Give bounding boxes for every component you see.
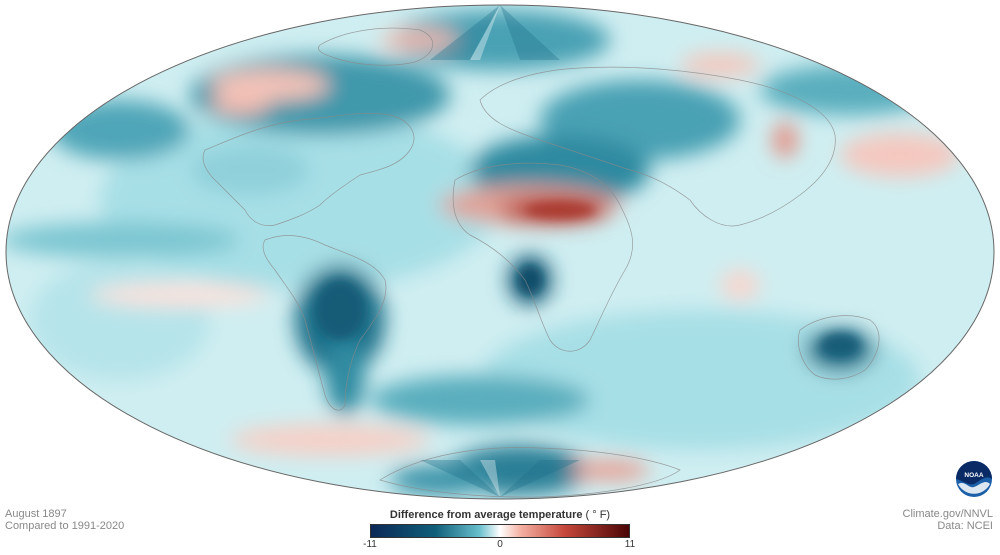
legend-max-label: 11 (624, 539, 636, 550)
legend-title-row: Difference from average temperature ( ° … (370, 509, 630, 521)
africa-outline (452, 162, 633, 352)
noaa-logo-icon: NOAA (956, 461, 992, 497)
world-map-svg (5, 4, 995, 500)
globe-border (5, 4, 995, 500)
anomaly-field (6, 5, 994, 499)
eurasia-outline (479, 66, 836, 227)
australia-outline (798, 315, 880, 380)
legend-title: Difference from average temperature (389, 509, 583, 521)
legend-color-bar (370, 524, 630, 538)
north-america-outline (202, 113, 415, 226)
legend-min-label: -11 (363, 539, 377, 550)
greenland-outline (318, 27, 433, 66)
south-america-outline (262, 235, 387, 411)
legend-mid-label: 0 (497, 539, 503, 550)
antarctica-outline (379, 447, 681, 498)
map-date: August 1897 (5, 508, 67, 520)
temperature-anomaly-map (5, 4, 995, 500)
credit-source: Climate.gov/NNVL (902, 508, 993, 520)
color-legend: Difference from average temperature ( ° … (363, 509, 635, 551)
polar-streaks (420, 5, 580, 497)
legend-ticks: -11 0 11 (363, 539, 635, 551)
legend-unit: ( ° F) (585, 509, 611, 521)
credit-caption: Climate.gov/NNVL Data: NCEI (903, 508, 993, 532)
map-date-caption: August 1897 Compared to 1991-2020 (5, 508, 124, 532)
credit-data: Data: NCEI (937, 520, 993, 532)
continent-outlines (202, 27, 880, 498)
noaa-logo-text: NOAA (964, 472, 983, 479)
map-baseline: Compared to 1991-2020 (5, 520, 125, 532)
